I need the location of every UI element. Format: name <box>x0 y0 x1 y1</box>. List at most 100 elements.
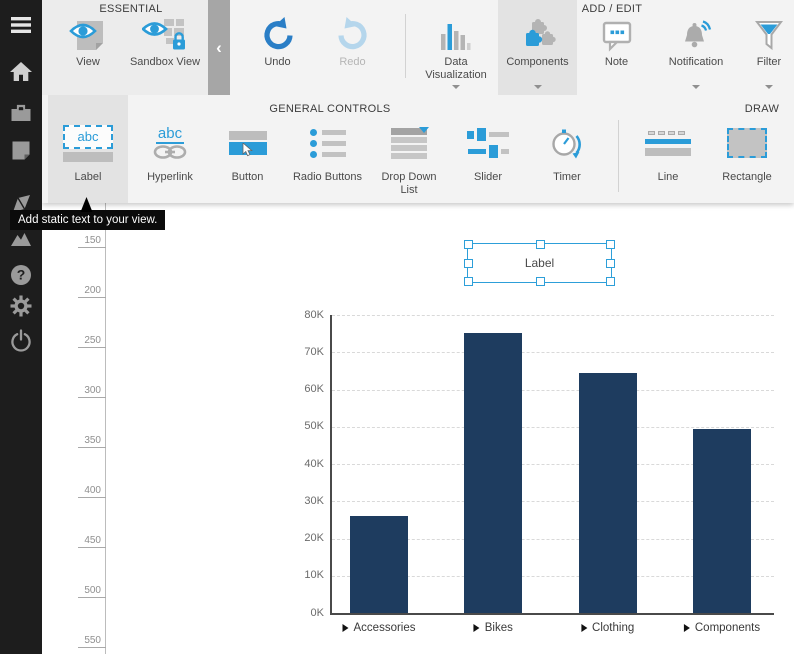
x-axis-category: Components <box>683 622 761 634</box>
group-header-add-edit: ADD / EDIT <box>581 3 643 15</box>
components-button[interactable]: Components <box>498 0 577 95</box>
filter-button-label: Filter <box>756 56 782 68</box>
group-header-general-controls: GENERAL CONTROLS <box>269 103 391 115</box>
redo-button[interactable]: Redo <box>315 0 390 95</box>
label-component-selected[interactable]: Label <box>464 240 615 286</box>
ruler-tick: 250 <box>78 335 106 348</box>
ruler-tick: 450 <box>78 535 106 548</box>
resize-handle-e[interactable] <box>606 259 615 268</box>
abc-text: abc <box>155 125 185 144</box>
chart-bar <box>464 332 523 613</box>
chart-bar <box>350 516 408 613</box>
resize-handle-s[interactable] <box>535 277 545 286</box>
line-button[interactable]: Line <box>632 95 704 203</box>
power-icon[interactable] <box>9 328 33 352</box>
resize-handle-w[interactable] <box>464 259 473 268</box>
sandbox-view-button[interactable]: Sandbox View <box>122 0 208 95</box>
button-control-button[interactable]: Button <box>212 95 283 203</box>
filter-button[interactable]: Filter <box>744 0 794 95</box>
hyperlink-icon: abc <box>152 119 188 167</box>
resize-handle-ne[interactable] <box>606 240 615 249</box>
sandbox-view-icon <box>142 10 188 52</box>
line-button-label: Line <box>657 171 679 183</box>
group-header-draw: DRAW <box>744 103 780 115</box>
radio-buttons-label: Radio Buttons <box>292 171 363 183</box>
redo-button-label: Redo <box>339 56 366 68</box>
chart-bar <box>578 372 637 613</box>
gridline <box>332 538 774 540</box>
page-icon[interactable] <box>9 138 33 162</box>
ribbon-row-2: GENERAL CONTROLS DRAW abc Label abc Hype… <box>42 95 794 203</box>
ruler-tick: 300 <box>78 385 106 398</box>
rectangle-button[interactable]: Rectangle <box>708 95 786 203</box>
help-icon[interactable]: ? <box>9 263 33 287</box>
category-expand-icon <box>342 624 349 632</box>
y-axis-tick-label: 20K <box>304 532 324 544</box>
y-axis-tick-label: 40K <box>304 457 324 470</box>
label-icon: abc <box>63 119 113 167</box>
rectangle-icon <box>727 119 767 167</box>
gridline <box>332 315 774 316</box>
note-button[interactable]: Note <box>585 0 648 95</box>
y-axis-tick-label: 10K <box>304 569 324 582</box>
bar-chart[interactable]: 0K 10K 20K 30K 40K 50K 60K 70K 80K Accessories Bik… <box>304 309 774 634</box>
x-axis-category-label: Components <box>694 622 761 634</box>
label-button-label: Label <box>74 171 102 183</box>
gridline <box>332 426 774 428</box>
radio-buttons-button[interactable]: Radio Buttons <box>287 95 368 203</box>
ribbon-collapse-button[interactable]: ‹ <box>208 0 230 95</box>
x-axis-category-label: Accessories <box>353 622 416 634</box>
x-axis-category: Bikes <box>473 622 513 634</box>
hyperlink-button[interactable]: abc Hyperlink <box>132 95 208 203</box>
x-axis-category: Clothing <box>581 622 634 634</box>
y-axis-tick-label: 30K <box>304 494 324 507</box>
briefcase-icon[interactable] <box>9 101 33 125</box>
x-axis-category: Accessories <box>342 622 416 634</box>
app-sidebar: ? <box>0 0 42 654</box>
timer-icon <box>550 119 584 167</box>
note-button-label: Note <box>604 56 629 68</box>
ruler-tick: 200 <box>78 285 106 298</box>
y-axis-tick-label: 50K <box>304 420 324 433</box>
timer-button[interactable]: Timer <box>530 95 604 203</box>
ribbon: ESSENTIAL ADD / EDIT View Sandbox View ‹… <box>42 0 794 203</box>
group-header-essential: ESSENTIAL <box>99 3 163 15</box>
undo-button-label: Undo <box>264 56 291 68</box>
gridline <box>332 501 774 503</box>
button-control-label: Button <box>231 171 264 183</box>
y-axis-tick-label: 60K <box>304 383 324 395</box>
settings-icon[interactable] <box>9 294 33 318</box>
line-icon <box>645 119 691 167</box>
data-visualization-button-label: Data Visualization <box>425 56 487 82</box>
resize-handle-sw[interactable] <box>464 277 473 286</box>
resize-handle-se[interactable] <box>606 277 615 286</box>
slider-button[interactable]: Slider <box>453 95 523 203</box>
group-divider <box>618 120 619 192</box>
view-button[interactable]: View <box>54 0 122 95</box>
data-visualization-button[interactable]: Data Visualization <box>418 0 494 95</box>
menu-icon[interactable] <box>9 13 33 37</box>
chevron-left-icon: ‹ <box>216 37 222 57</box>
chart-bar <box>692 429 751 613</box>
resize-handle-n[interactable] <box>535 240 545 249</box>
design-canvas[interactable]: 150 200 250 300 350 400 450 500 550 Label 0K 10K 2… <box>42 203 794 654</box>
view-button-label: View <box>76 56 100 68</box>
button-control-icon <box>228 119 267 167</box>
home-icon[interactable] <box>9 60 33 84</box>
undo-button[interactable]: Undo <box>240 0 315 95</box>
label-button[interactable]: abc Label <box>48 95 128 203</box>
sandbox-view-button-label: Sandbox View <box>129 56 201 68</box>
notification-button[interactable]: Notification <box>652 0 740 95</box>
drop-down-list-button[interactable]: Drop Down List <box>372 95 446 203</box>
ruler-tick: 350 <box>78 435 106 448</box>
chevron-down-icon <box>452 85 460 89</box>
view-icon <box>69 10 107 52</box>
category-expand-icon <box>581 624 588 632</box>
design-pen-icon[interactable] <box>9 192 33 216</box>
hyperlink-button-label: Hyperlink <box>147 171 193 183</box>
category-expand-icon <box>473 624 480 632</box>
gallery-icon[interactable] <box>9 227 33 251</box>
resize-handle-nw[interactable] <box>464 240 473 249</box>
y-axis-tick-label: 0K <box>310 606 324 619</box>
note-icon <box>601 10 633 52</box>
